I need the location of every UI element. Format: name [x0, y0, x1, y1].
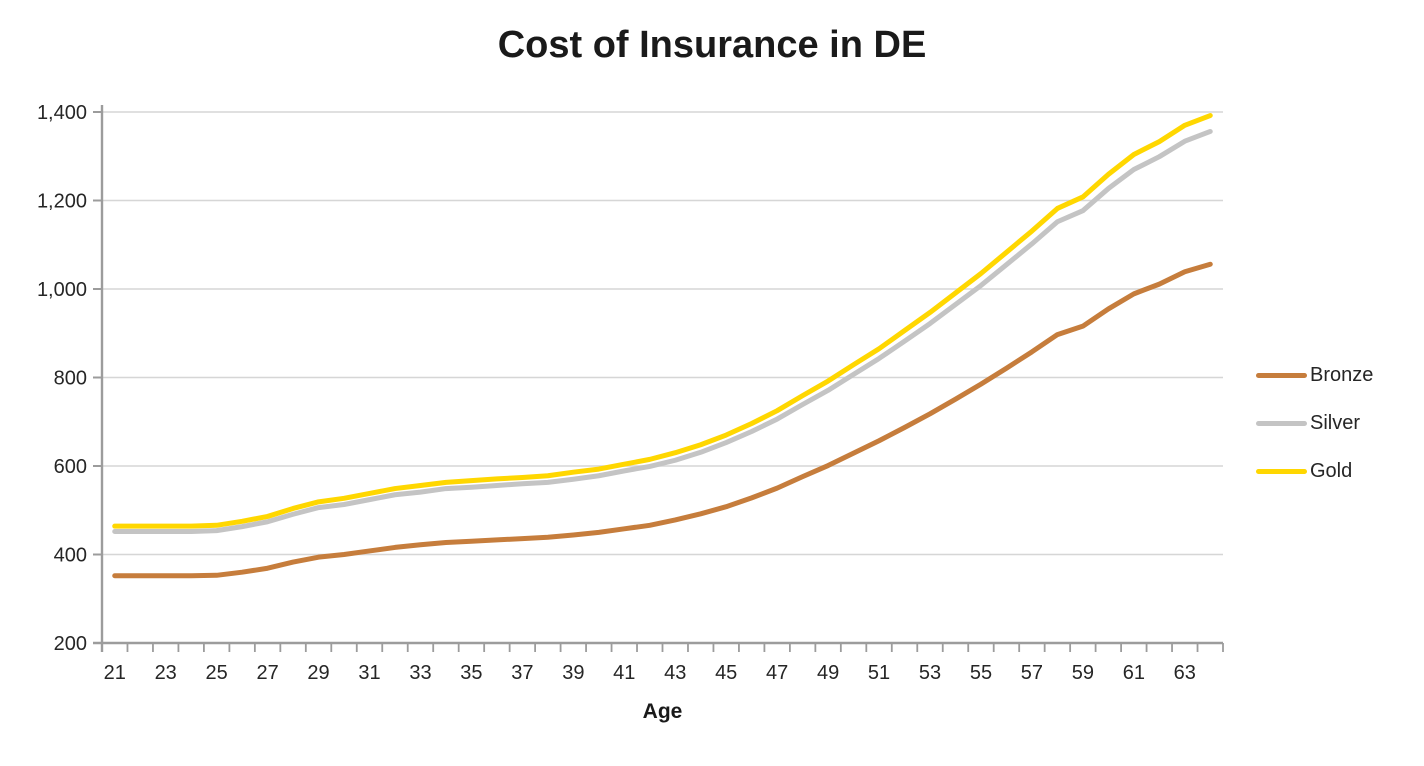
legend-item-silver: Silver — [1256, 409, 1373, 437]
x-axis-tick-label: 61 — [1123, 662, 1145, 684]
x-axis-tick-label: 53 — [919, 662, 941, 684]
legend-label-silver: Silver — [1310, 411, 1361, 434]
y-axis-tick-label: 1,400 — [37, 102, 87, 124]
legend-item-gold: Gold — [1256, 457, 1373, 485]
x-axis-title: Age — [642, 700, 683, 723]
x-axis-tick-label: 43 — [664, 662, 686, 684]
legend-swatch-gold — [1256, 468, 1307, 474]
x-axis-tick-label: 37 — [511, 662, 533, 684]
x-axis-tick-label: 25 — [206, 662, 228, 684]
x-axis-tick-label: 35 — [460, 662, 482, 684]
series-line-bronze — [112, 261, 1213, 579]
x-axis-tick-label: 27 — [256, 662, 278, 684]
y-axis-tick-label: 200 — [54, 633, 87, 655]
x-axis-tick-label: 41 — [613, 662, 635, 684]
legend-swatch-silver — [1256, 420, 1307, 426]
x-axis-tick-label: 55 — [970, 662, 992, 684]
series-line-silver — [112, 128, 1213, 534]
x-axis-tick-label: 29 — [307, 662, 329, 684]
x-axis-tick-label: 23 — [155, 662, 177, 684]
series-line-gold — [112, 113, 1213, 529]
x-axis-tick-label: 49 — [817, 662, 839, 684]
y-axis-tick-label: 800 — [54, 368, 87, 390]
chart-title: Cost of Insurance in DE — [497, 24, 927, 66]
y-axis-tick-label: 1,000 — [37, 279, 87, 301]
x-axis-tick-label: 57 — [1021, 662, 1043, 684]
legend-item-bronze: Bronze — [1256, 361, 1373, 389]
x-axis-tick-label: 59 — [1072, 662, 1094, 684]
x-axis-tick-label: 21 — [104, 662, 126, 684]
x-axis-tick-label: 63 — [1174, 662, 1196, 684]
x-axis-tick-label: 51 — [868, 662, 890, 684]
x-axis-tick-label: 39 — [562, 662, 584, 684]
y-axis-tick-label: 1,200 — [37, 191, 87, 213]
legend-label-bronze: Bronze — [1310, 363, 1374, 386]
y-axis-tick-label: 600 — [54, 456, 87, 478]
chart-legend: Bronze Silver Gold — [1256, 361, 1373, 485]
x-axis-tick-label: 31 — [358, 662, 380, 684]
x-axis-tick-label: 45 — [715, 662, 737, 684]
legend-label-gold: Gold — [1310, 459, 1353, 482]
x-axis-tick-label: 33 — [409, 662, 431, 684]
y-axis-tick-label: 400 — [54, 545, 87, 567]
x-axis-tick-label: 47 — [766, 662, 788, 684]
legend-swatch-bronze — [1256, 372, 1307, 378]
